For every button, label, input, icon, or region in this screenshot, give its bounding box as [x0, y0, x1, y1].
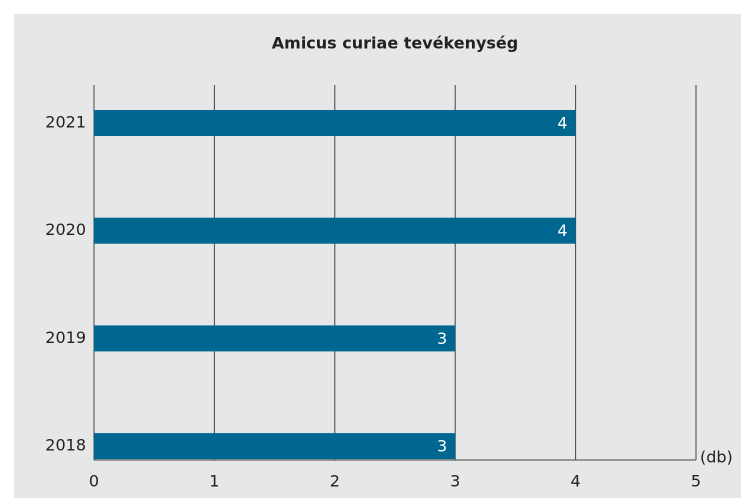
x-tick-label: 5	[691, 472, 701, 491]
y-tick-label: 2021	[45, 113, 86, 132]
bar	[94, 325, 456, 352]
bar	[94, 110, 576, 136]
x-tick-label: 2	[330, 472, 340, 491]
y-tick-label: 2018	[45, 436, 86, 455]
x-tick-label: 1	[209, 472, 219, 491]
x-tick-label: 0	[89, 472, 99, 491]
value-label: 4	[557, 114, 567, 133]
x-tick-label: 4	[571, 472, 581, 491]
chart-background	[14, 14, 741, 498]
x-axis-label: (db)	[700, 448, 733, 467]
x-tick-label: 3	[450, 472, 460, 491]
bar	[94, 433, 456, 460]
value-label: 3	[437, 329, 447, 348]
value-label: 4	[557, 221, 567, 240]
bar	[94, 217, 576, 244]
value-label: 3	[437, 437, 447, 456]
y-tick-label: 2019	[45, 328, 86, 347]
y-tick-label: 2020	[45, 220, 86, 239]
chart-title: Amicus curiae tevékenység	[272, 34, 518, 53]
